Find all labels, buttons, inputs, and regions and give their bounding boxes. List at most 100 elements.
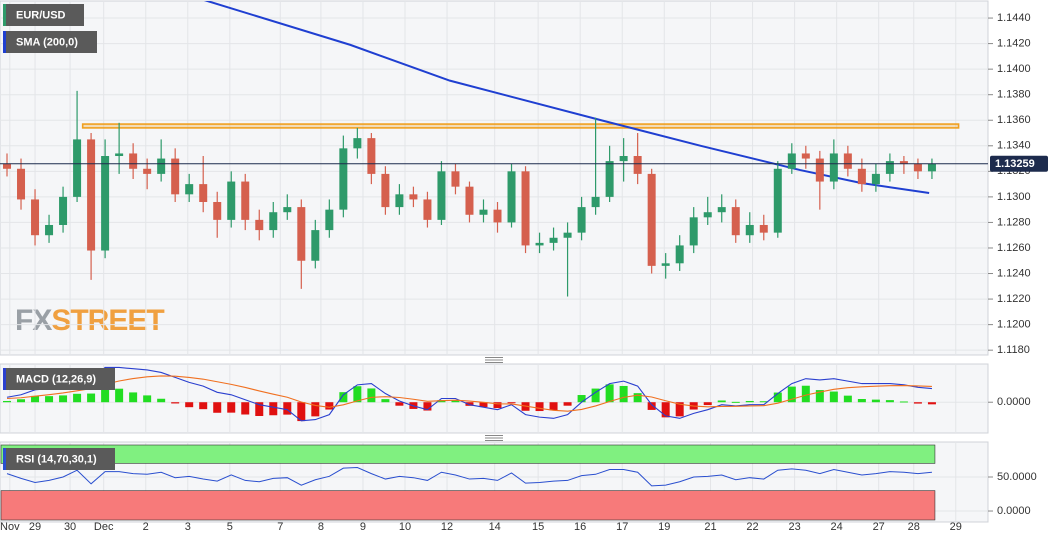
legend-label: SMA (200,0)	[16, 36, 78, 48]
candle-body	[563, 232, 572, 238]
macd-histogram-bar	[3, 400, 12, 403]
y-tick-label: 1.1360	[997, 114, 1031, 126]
y-tick-label: 1.1220	[997, 293, 1031, 305]
y-tick-label: 50.0000	[997, 471, 1037, 483]
candle-body	[185, 184, 194, 195]
macd-histogram-bar	[255, 402, 264, 416]
candle-body	[409, 194, 418, 200]
macd-histogram-bar	[59, 395, 68, 403]
candle-body	[381, 173, 390, 208]
macd-histogram-bar	[633, 393, 642, 403]
macd-histogram-bar	[577, 395, 586, 403]
macd-line	[6, 366, 932, 422]
macd-histogram-bar	[185, 402, 194, 408]
candle-body	[773, 168, 782, 233]
signal-line	[6, 375, 932, 412]
candle-body	[927, 163, 936, 172]
candle-body	[731, 207, 740, 236]
candle-body	[31, 199, 40, 236]
panel-splitter[interactable]	[485, 435, 503, 441]
macd-histogram-bar	[353, 386, 362, 403]
panel-splitter[interactable]	[485, 357, 503, 363]
candle-body	[717, 207, 726, 213]
macd-histogram-bar	[367, 388, 376, 403]
candle-body	[101, 156, 110, 251]
macd-histogram-bar	[563, 402, 572, 406]
x-tick-label: 7	[277, 521, 283, 533]
macd-histogram-bar	[171, 402, 180, 404]
candle-body	[17, 168, 26, 200]
candle-body	[899, 161, 908, 164]
x-tick-label: 22	[746, 521, 758, 533]
macd-histogram-bar	[759, 401, 768, 403]
macd-histogram-bar	[87, 393, 96, 403]
x-tick-label: Dec	[94, 521, 114, 533]
candle-body	[535, 242, 544, 246]
legend-symbol[interactable]: EUR/USD	[3, 4, 84, 26]
sma-line	[203, 1, 930, 195]
macd-histogram-bar	[703, 402, 712, 406]
y-tick-label: 1.1200	[997, 319, 1031, 331]
y-tick-label: 1.1340	[997, 140, 1031, 152]
candle-body	[843, 153, 852, 169]
x-tick-label: 29	[950, 521, 962, 533]
macd-histogram-bar	[927, 402, 936, 405]
macd-histogram-bar	[325, 402, 334, 410]
macd-histogram-bar	[773, 392, 782, 403]
legend-sma[interactable]: SMA (200,0)	[3, 31, 97, 53]
x-tick-label: 3	[185, 521, 191, 533]
macd-histogram-bar	[619, 385, 628, 403]
legend-label: EUR/USD	[16, 9, 66, 21]
macd-histogram-bar	[507, 402, 516, 404]
macd-histogram-bar	[745, 400, 754, 403]
macd-histogram-bar	[129, 392, 138, 403]
macd-histogram-bar	[717, 400, 726, 403]
x-tick-label: 28	[908, 521, 920, 533]
watermark-fx: FX	[15, 304, 52, 337]
x-tick-label: 27	[873, 521, 885, 533]
macd-histogram-bar	[605, 384, 614, 403]
candle-body	[675, 245, 684, 264]
x-tick-label: 2	[143, 521, 149, 533]
macd-histogram-bar	[661, 402, 670, 418]
macd-histogram-bar	[101, 385, 110, 403]
candle-body	[325, 209, 334, 231]
x-tick-label: 8	[318, 521, 324, 533]
legend-label: MACD (12,26,9)	[16, 373, 96, 385]
candle-body	[143, 168, 152, 174]
candle-body	[661, 263, 670, 266]
last-price-box	[990, 155, 1048, 172]
candle-body	[871, 173, 880, 185]
candle-body	[87, 139, 96, 251]
watermark-street: STREET	[51, 304, 164, 337]
legend-macd[interactable]: MACD (12,26,9)	[3, 368, 115, 390]
candle-body	[507, 171, 516, 223]
resistance-zone	[81, 123, 960, 129]
candle-body	[521, 171, 530, 246]
candle-body	[451, 171, 460, 187]
macd-histogram-bar	[143, 395, 152, 403]
candle-body	[857, 168, 866, 185]
candle-body	[437, 171, 446, 220]
macd-histogram-bar	[45, 396, 54, 403]
macd-histogram-bar	[871, 399, 880, 403]
candle-body	[227, 181, 236, 220]
macd-histogram-bar	[395, 402, 404, 406]
legend-rsi[interactable]: RSI (14,70,30,1)	[3, 448, 115, 470]
x-tick-label: 30	[64, 521, 76, 533]
macd-histogram-bar	[885, 400, 894, 403]
candle-body	[815, 158, 824, 182]
y-tick-label: 1.1180	[997, 344, 1030, 356]
macd-histogram-bar	[591, 388, 600, 403]
candle-body	[759, 224, 768, 233]
macd-histogram-bar	[339, 392, 348, 403]
y-tick-label: 1.1400	[997, 63, 1031, 75]
plot-area	[3, 366, 936, 422]
x-tick-label: 29	[29, 521, 41, 533]
plot-area	[0, 1, 988, 355]
macd-histogram-bar	[731, 401, 740, 403]
candle-body	[801, 153, 810, 159]
x-tick-label: 15	[532, 521, 544, 533]
